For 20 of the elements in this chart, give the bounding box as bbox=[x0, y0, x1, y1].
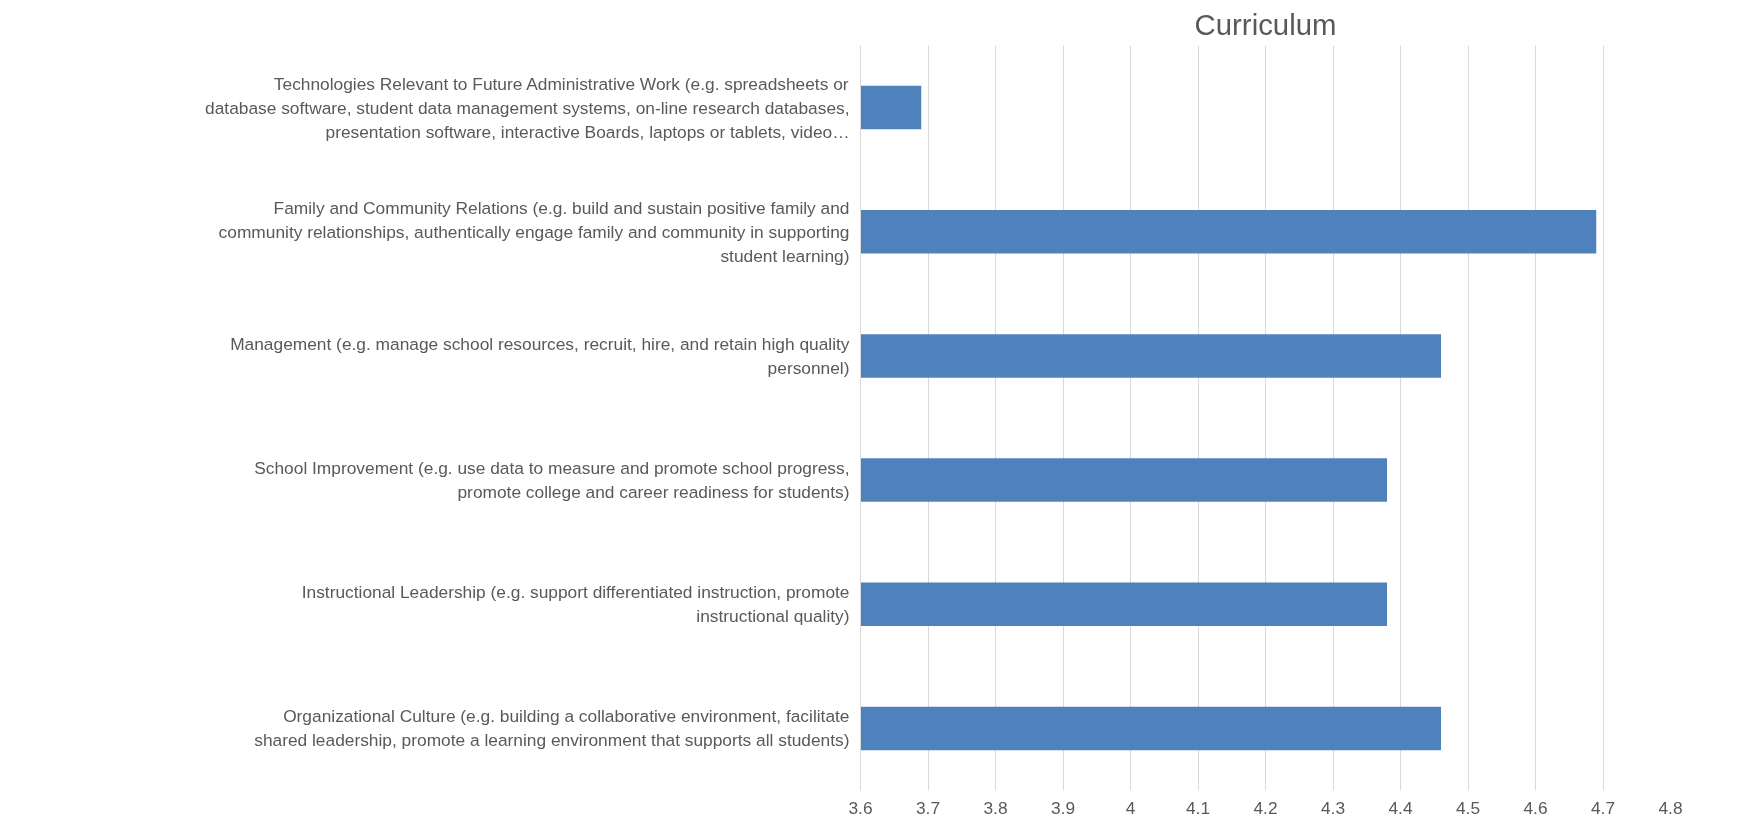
y-tick-label: Family and Community Relations (e.g. build and sustain positive family and community relationships, authentically engage family and community in supporting student learning) bbox=[218, 197, 850, 266]
x-tick-label: 4.3 bbox=[1320, 797, 1346, 818]
y-tick-label: Technologies Relevant to Future Administrative Work (e.g. spreadsheets or database software, student data management systems, on-line research databases, presentation software, interactive Boards, laptops or tablets, video… bbox=[205, 73, 850, 142]
x-tick-label: 4 bbox=[1125, 797, 1136, 818]
x-tick-label: 3.7 bbox=[915, 797, 941, 818]
y-tick-label: Organizational Culture (e.g. building a collaborative environment, facilitate shared leadership, promote a learning environment that supports all students) bbox=[254, 706, 850, 751]
y-tick-label: School Improvement (e.g. use data to measure and promote school progress, promote college and career readiness for students) bbox=[254, 458, 850, 503]
x-tick-label: 4.8 bbox=[1658, 797, 1683, 818]
x-tick-label: 3.8 bbox=[983, 797, 1008, 818]
x-tick-label: 4.4 bbox=[1388, 797, 1413, 818]
x-tick-label: 3.6 bbox=[848, 797, 873, 818]
chart-title: Curriculum bbox=[1194, 7, 1337, 41]
x-tick-label: 4.6 bbox=[1523, 797, 1548, 818]
y-tick-label: Instructional Leadership (e.g. support differentiated instruction, promote instructional quality) bbox=[301, 582, 850, 627]
y-tick-label: Management (e.g. manage school resources, recruit, hire, and retain high quality personnel) bbox=[230, 333, 850, 378]
x-tick-label: 4.1 bbox=[1185, 797, 1211, 818]
x-tick-label: 4.2 bbox=[1253, 797, 1278, 818]
x-tick-label: 4.5 bbox=[1455, 797, 1481, 818]
x-tick-label: 4.7 bbox=[1590, 797, 1616, 818]
x-tick-label: 3.9 bbox=[1050, 797, 1076, 818]
